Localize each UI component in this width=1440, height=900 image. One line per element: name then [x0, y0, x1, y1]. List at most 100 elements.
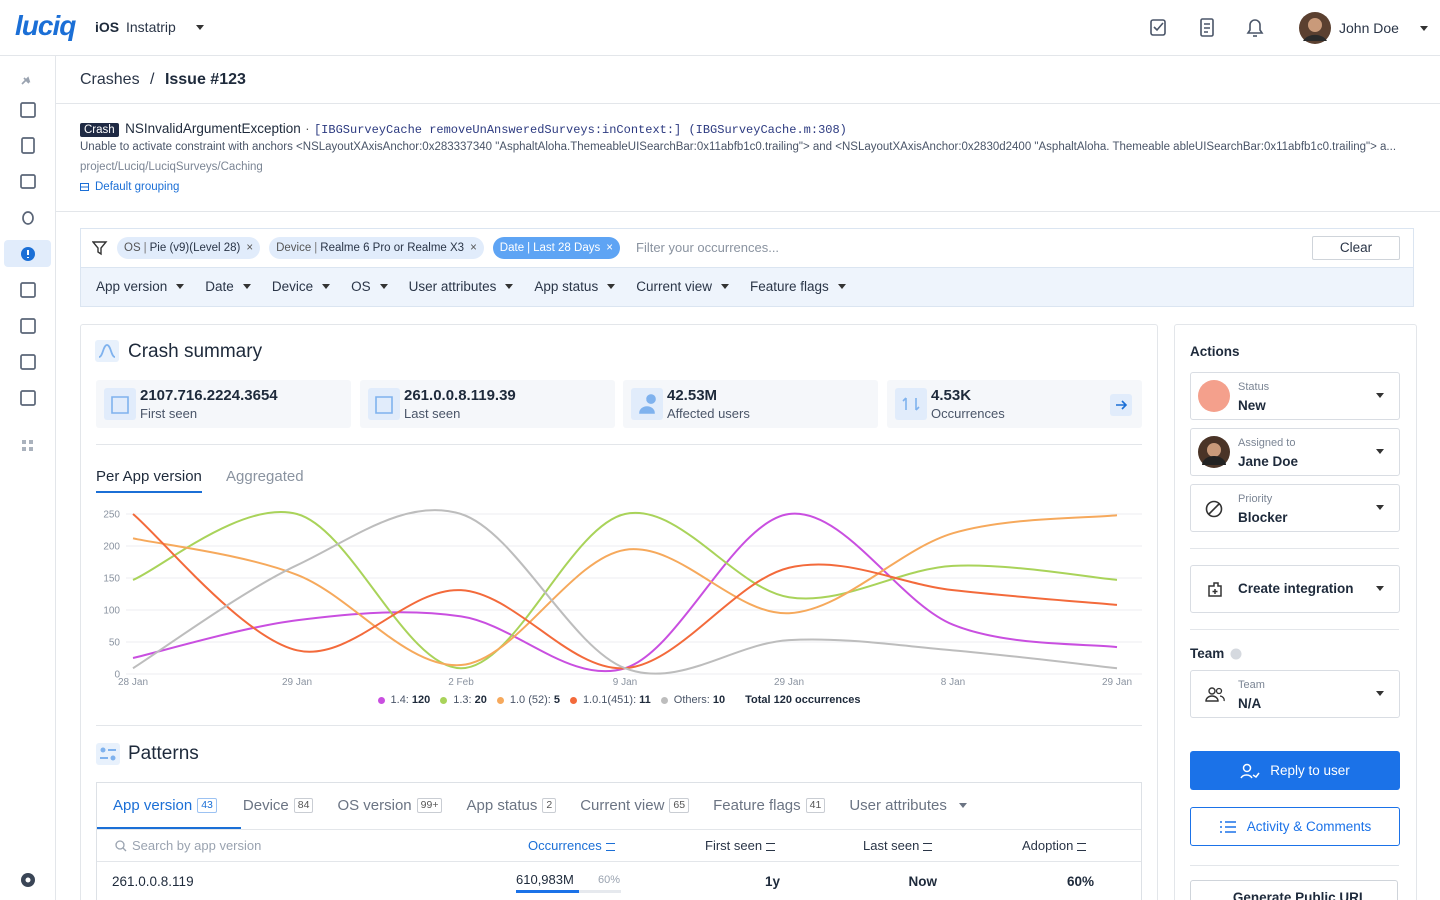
user-avatar[interactable]	[1298, 11, 1332, 45]
apps-icon[interactable]	[22, 440, 33, 451]
public-url-button[interactable]: Generate Public URL	[1190, 880, 1398, 900]
reply-label: Reply to user	[1270, 763, 1350, 778]
filter-dropdown-label: Device	[271, 279, 314, 294]
nav-icon[interactable]	[20, 282, 36, 298]
grouping-text: Default grouping	[95, 181, 180, 193]
filter-dropdown[interactable]: Feature flags	[750, 279, 846, 294]
tab[interactable]: Aggregated	[226, 468, 304, 485]
grouping-link[interactable]: Default grouping	[80, 181, 179, 193]
legend-swatch	[440, 696, 448, 704]
filter-dropdowns: App version Date Device OS User attributes Ap…	[96, 279, 846, 294]
clear-button[interactable]: Clear	[1312, 236, 1400, 260]
legend-name: 1.0 (52):	[509, 694, 551, 706]
legend-item[interactable]: 1.3: 20	[440, 694, 487, 706]
filter-dropdown[interactable]: Current view	[636, 279, 729, 294]
pattern-tab-count: 2	[542, 798, 557, 813]
column-header[interactable]: Occurrences	[528, 838, 615, 853]
pattern-tab[interactable]: Device 84	[243, 797, 314, 814]
app-switcher[interactable]: Instatrip	[126, 19, 204, 35]
pattern-tab[interactable]: Feature flags 41	[713, 797, 826, 814]
row-first-seen: 1y	[764, 874, 780, 889]
logo[interactable]: luciq	[15, 10, 76, 41]
filter-chip[interactable]: Date | Last 28 Days ×	[492, 237, 620, 259]
pattern-tab[interactable]: OS version 99+	[337, 797, 443, 814]
decoration	[4, 76, 51, 406]
nav-icon[interactable]	[20, 318, 36, 334]
decoration	[1205, 687, 1225, 702]
issue-type-badge: Crash	[80, 123, 119, 137]
team-dropdown[interactable]: Team N/A	[1190, 670, 1400, 718]
activity-button[interactable]: Activity & Comments	[1190, 807, 1400, 846]
notifications-icon[interactable]	[1246, 19, 1264, 34]
priority-dropdown[interactable]: Priority Blocker	[1190, 484, 1400, 532]
pattern-tab[interactable]: App version 43	[113, 797, 217, 814]
stat-card: 2107.716.2224.3654 First seen	[96, 380, 351, 428]
chip-remove[interactable]: ×	[246, 242, 254, 254]
decoration	[1242, 763, 1252, 772]
integration-dropdown[interactable]: Create integration	[1190, 565, 1400, 613]
stat-glyph-path	[375, 396, 393, 414]
filter-chip[interactable]: OS | Pie (v9)(Level 28) ×	[117, 237, 261, 259]
nav-icon[interactable]	[20, 102, 36, 118]
assignee-dropdown[interactable]: Assigned to Jane Doe	[1190, 428, 1400, 476]
decoration	[1240, 772, 1260, 778]
legend-name: 1.0.1(451):	[582, 694, 637, 706]
legend-item[interactable]: Others: 10	[660, 694, 725, 706]
tasks-icon[interactable]	[1150, 19, 1166, 36]
divider	[96, 444, 1142, 445]
decoration	[1376, 449, 1384, 454]
column-header[interactable]: Adoption	[1022, 838, 1087, 853]
settings-icon[interactable]	[21, 873, 35, 887]
reply-button[interactable]: Reply to user	[1190, 751, 1400, 790]
search-input[interactable]: Search by app version	[132, 838, 262, 853]
legend-swatch	[496, 696, 504, 704]
column-header[interactable]: Last seen	[863, 838, 933, 853]
pattern-tab-label: OS version	[337, 797, 412, 814]
filter-dropdown[interactable]: App status	[534, 279, 616, 294]
chip-value: Last 28 Days	[533, 242, 601, 254]
nav-icon[interactable]	[20, 174, 36, 189]
caret	[607, 284, 616, 289]
pattern-tab[interactable]: Current view 65	[580, 797, 690, 814]
legend-item[interactable]: 1.4: 120	[377, 694, 430, 706]
column-header[interactable]: First seen	[705, 838, 776, 853]
breadcrumb-link[interactable]: Crashes	[80, 71, 140, 88]
nav-icon[interactable]	[21, 137, 35, 154]
decoration	[1212, 589, 1218, 594]
pattern-tab[interactable]: User attributes	[849, 797, 967, 814]
decoration	[1153, 22, 1164, 32]
tab-active[interactable]: Per App version	[96, 468, 202, 493]
filter-dropdown[interactable]: User attributes	[409, 279, 514, 294]
patterns-table	[96, 782, 1142, 900]
caret	[505, 284, 514, 289]
legend-count: 5	[553, 694, 560, 706]
field-value: N/A	[1238, 696, 1262, 711]
pattern-tab[interactable]: App status 2	[466, 797, 557, 814]
docs-icon[interactable]	[1200, 18, 1214, 37]
filter-input[interactable]: Filter your occurrences...	[636, 240, 780, 255]
decoration	[122, 847, 127, 852]
nav-icon[interactable]	[20, 354, 36, 370]
decoration	[1303, 34, 1327, 41]
status-dropdown[interactable]: Status New	[1190, 372, 1400, 420]
pin-icon[interactable]	[21, 76, 31, 85]
stat-link[interactable]	[1110, 394, 1132, 416]
chip-remove[interactable]: ×	[470, 242, 477, 254]
filter-dropdown[interactable]: Date	[205, 279, 251, 294]
user-menu[interactable]: John Doe	[1339, 20, 1428, 36]
field-value: Blocker	[1238, 510, 1288, 525]
filter-icon	[92, 241, 108, 256]
filter-chip[interactable]: Device | Realme 6 Pro or Realme X3 ×	[269, 237, 484, 259]
nav-icon[interactable]	[20, 390, 36, 406]
legend-item[interactable]: 1.0 (52): 5	[496, 694, 560, 706]
breadcrumb-current: Issue #123	[164, 71, 246, 88]
bugs-icon[interactable]	[22, 211, 34, 225]
legend-item[interactable]: 1.0.1(451): 11	[569, 694, 651, 706]
filter-dropdown[interactable]: Device	[271, 279, 331, 294]
chip-value: Realme 6 Pro or Realme X3	[320, 242, 465, 254]
filter-dropdown[interactable]: App version	[96, 279, 185, 294]
filter-dropdown[interactable]: OS	[351, 279, 388, 294]
top-icons	[1150, 18, 1264, 37]
chip-remove[interactable]: ×	[606, 242, 613, 254]
